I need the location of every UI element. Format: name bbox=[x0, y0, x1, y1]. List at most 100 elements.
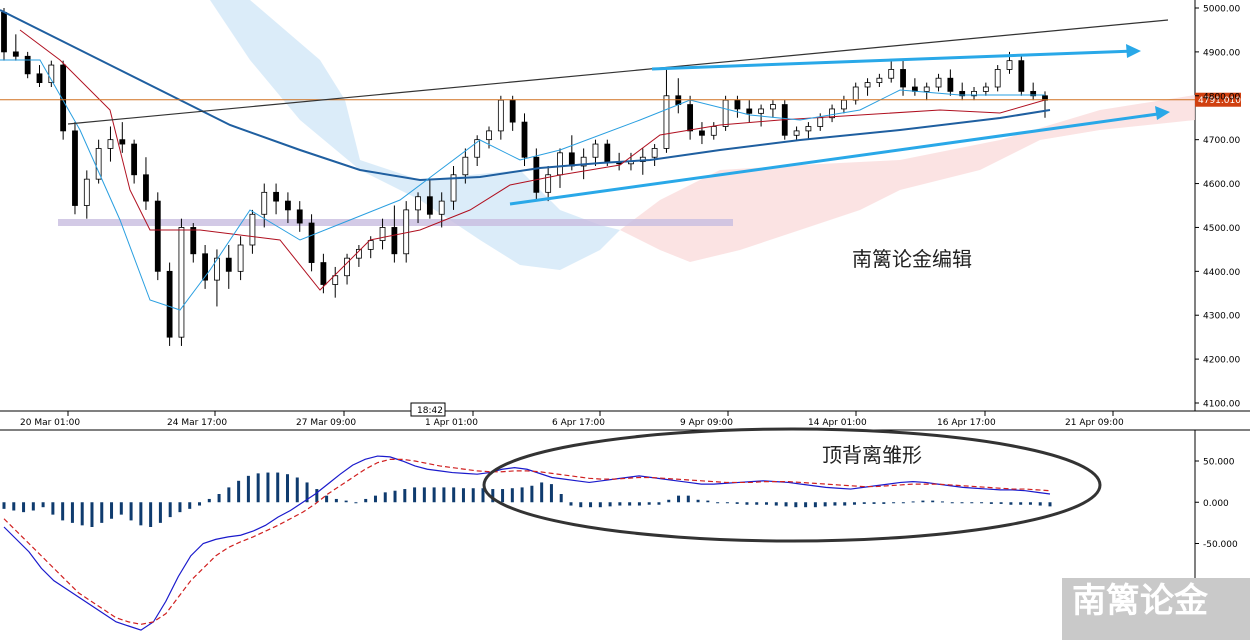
candle-down bbox=[533, 156, 540, 193]
macd-histogram-bar bbox=[794, 502, 798, 508]
macd-histogram-bar bbox=[31, 502, 35, 511]
candle-up bbox=[83, 178, 90, 206]
macd-histogram-bar bbox=[960, 502, 964, 504]
candle-down bbox=[509, 99, 516, 123]
macd-histogram-bar bbox=[784, 502, 788, 507]
candle-up bbox=[107, 139, 114, 149]
ichimoku-cloud-bullish bbox=[620, 95, 1195, 262]
candle-up bbox=[557, 152, 563, 176]
candle-down bbox=[273, 191, 279, 202]
channel-top-arrowhead bbox=[1126, 44, 1141, 58]
macd-histogram-bar bbox=[1038, 502, 1042, 506]
macd-histogram-bar bbox=[862, 502, 866, 504]
macd-y-tick-label: -50.000 bbox=[1203, 540, 1238, 550]
macd-histogram-bar bbox=[461, 488, 465, 503]
candle-down bbox=[190, 227, 197, 255]
macd-histogram-bar bbox=[549, 484, 553, 503]
macd-histogram-bar bbox=[901, 502, 905, 504]
macd-histogram-bar bbox=[1048, 502, 1052, 507]
channel-top-trendline bbox=[651, 49, 1136, 71]
macd-histogram-bar bbox=[882, 502, 886, 504]
macd-y-tick-label: 50.000 bbox=[1203, 458, 1235, 468]
price-pane: 4791.010 南篱论金编辑 5000.00 4900.00 4800.00 4700.… bbox=[0, 0, 1250, 431]
macd-histogram-bar bbox=[501, 489, 505, 503]
macd-histogram-bar bbox=[950, 502, 954, 504]
crosshair-time-label: 18:42 bbox=[417, 406, 443, 416]
x-tick-label: 20 Mar 01:00 bbox=[20, 418, 80, 428]
candle-up bbox=[876, 77, 883, 84]
y-tick-label: 5000.00 bbox=[1203, 5, 1240, 15]
macd-histogram-bar bbox=[657, 502, 661, 505]
macd-histogram-bar bbox=[999, 502, 1003, 504]
candle-down bbox=[296, 209, 303, 224]
macd-histogram-bar bbox=[696, 499, 700, 503]
candle-up bbox=[249, 213, 256, 246]
macd-histogram-bar bbox=[559, 494, 563, 503]
candle-up bbox=[580, 156, 587, 167]
macd-histogram-bar bbox=[422, 487, 426, 503]
candle-down bbox=[320, 262, 327, 285]
macd-histogram-bar bbox=[237, 480, 241, 503]
macd-histogram-bar bbox=[628, 502, 632, 506]
x-tick-label: 24 Mar 17:00 bbox=[167, 418, 227, 428]
macd-histogram-bar bbox=[100, 502, 104, 523]
macd-histogram-bar bbox=[872, 502, 876, 504]
macd-histogram-bar bbox=[481, 488, 485, 503]
candle-down bbox=[391, 227, 398, 255]
signal-line bbox=[3, 458, 1051, 625]
candle-down bbox=[308, 222, 315, 263]
macd-histogram-bar bbox=[344, 500, 348, 503]
macd-histogram-bar bbox=[227, 487, 231, 503]
candle-down bbox=[959, 90, 966, 97]
macd-histogram-bar bbox=[491, 489, 495, 503]
moving-average-line bbox=[0, 9, 1051, 182]
macd-histogram-bar bbox=[892, 502, 896, 504]
candle-up bbox=[261, 191, 268, 215]
macd-histogram-bar bbox=[334, 498, 338, 503]
candle-down bbox=[166, 270, 173, 338]
macd-histogram-bar bbox=[823, 502, 827, 507]
candle-down bbox=[143, 174, 149, 202]
macd-annotation: 顶背离雏形 bbox=[822, 443, 922, 467]
candle-up bbox=[1006, 60, 1013, 70]
candle-up bbox=[663, 95, 670, 149]
candle-down bbox=[24, 55, 31, 75]
macd-histogram-bar bbox=[432, 487, 436, 503]
macd-histogram-bar bbox=[725, 502, 729, 504]
candle-up bbox=[829, 108, 835, 119]
macd-histogram-bar bbox=[70, 502, 74, 523]
candle-down bbox=[225, 257, 232, 272]
candle-up bbox=[888, 69, 895, 79]
macd-histogram-bar bbox=[598, 502, 602, 508]
macd-histogram-bar bbox=[364, 498, 368, 503]
current-price-label: 4791.010 bbox=[1198, 96, 1241, 106]
macd-histogram-bar bbox=[569, 502, 573, 506]
x-tick-label: 6 Apr 17:00 bbox=[552, 418, 605, 428]
candle-up bbox=[95, 148, 102, 180]
candle-up bbox=[722, 99, 729, 127]
macd-histogram-bar bbox=[61, 502, 65, 521]
macd-histogram-bar bbox=[276, 472, 280, 503]
y-tick-label: 4800.00 bbox=[1203, 92, 1240, 102]
candle-down bbox=[154, 200, 161, 272]
candle-down bbox=[285, 200, 291, 211]
resistance-trendline bbox=[67, 19, 1169, 125]
macd-histogram-bar bbox=[373, 495, 377, 503]
macd-histogram-bar bbox=[745, 502, 749, 505]
macd-histogram-bar bbox=[158, 502, 162, 523]
x-tick-label: 1 Apr 01:00 bbox=[425, 418, 478, 428]
macd-histogram-bar bbox=[246, 475, 250, 503]
x-tick-label: 21 Apr 09:00 bbox=[1065, 418, 1124, 428]
macd-histogram-bar bbox=[452, 487, 456, 503]
x-tick-label: 27 Mar 09:00 bbox=[296, 418, 356, 428]
macd-line bbox=[3, 455, 1051, 631]
macd-histogram-bar bbox=[716, 502, 720, 504]
macd-histogram-bar bbox=[579, 502, 583, 508]
candle-down bbox=[131, 143, 138, 176]
macd-histogram-bar bbox=[774, 502, 778, 506]
macd-histogram-bar bbox=[931, 500, 935, 503]
macd-histogram-bar bbox=[647, 502, 651, 505]
candle-up bbox=[651, 148, 658, 158]
